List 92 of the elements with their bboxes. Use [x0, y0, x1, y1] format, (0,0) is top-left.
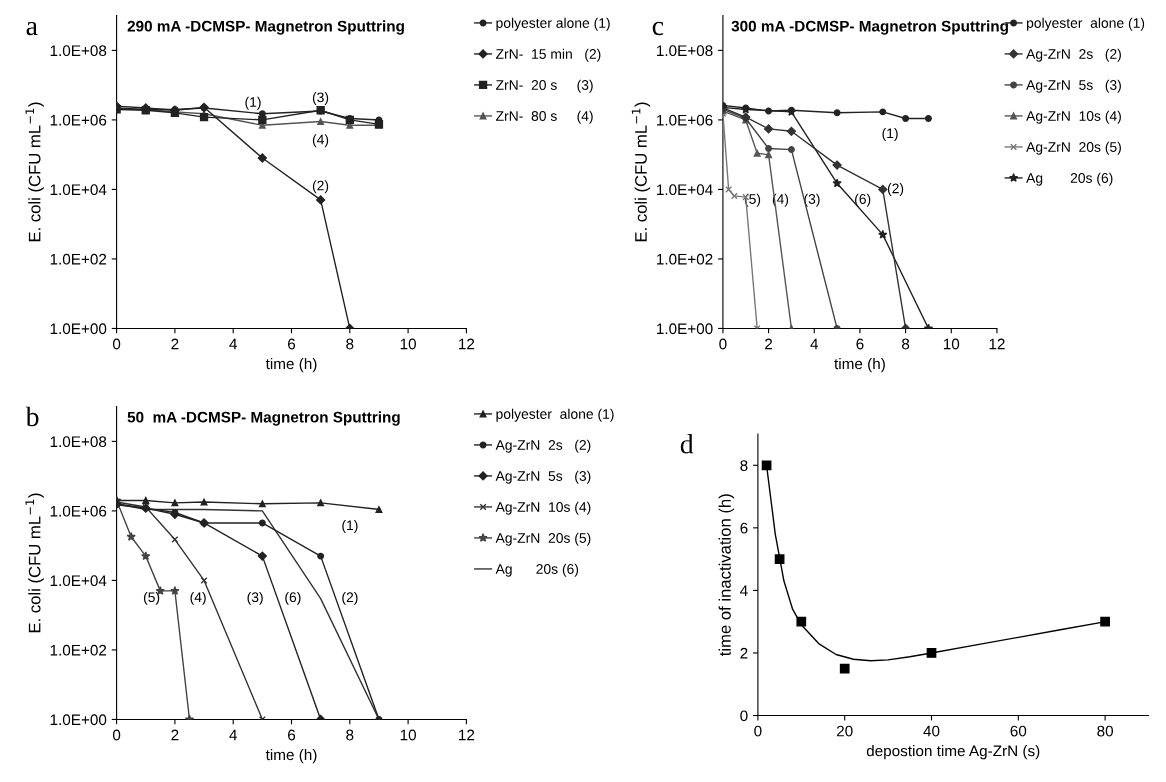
y-tick-label: 1.0E+08: [50, 45, 107, 57]
x-tick-label: 10: [400, 729, 416, 741]
annotation: (4): [772, 193, 789, 207]
x-axis-title: time (h): [265, 748, 317, 764]
y-tick-label: 1.0E+04: [50, 575, 107, 587]
x-tick-label: 0: [112, 338, 121, 350]
x-tick-label: 12: [459, 338, 475, 350]
y-tick-label: 1.0E+04: [657, 184, 713, 196]
legend-label: Ag 20s (6): [495, 563, 579, 577]
legend-label: Ag-ZrN 2s (2): [495, 439, 591, 453]
annotation: (4): [190, 591, 206, 605]
y-axis-title: E. coli (CFU mL$^{−1}$): [631, 102, 651, 242]
y-tick-label: 2: [740, 647, 748, 659]
y-tick-label: 6: [740, 522, 748, 534]
legend-label: Ag-ZrN 20s (5): [1026, 141, 1121, 155]
annotation: (3): [247, 591, 263, 605]
annotation: (1): [882, 128, 898, 141]
y-axis-title: E. coli (CFU mL$^{−1}$): [25, 493, 44, 633]
x-tick-label: 6: [856, 338, 864, 350]
x-tick-label: 6: [288, 338, 296, 350]
x-tick-label: 80: [1097, 725, 1114, 737]
y-tick-label: 1.0E+08: [657, 45, 713, 57]
chart-title: 300 mA -DCMSP- Magnetron Sputtring: [731, 20, 1008, 35]
x-axis-title: depostion time Ag-ZrN (s): [866, 745, 1040, 760]
x-tick-label: 2: [765, 338, 773, 350]
annotation: (6): [855, 193, 871, 207]
legend-label: Ag-ZrN 5s (3): [495, 470, 591, 484]
y-tick-label: 1.0E+06: [50, 114, 107, 126]
x-tick-label: 8: [346, 729, 354, 741]
x-tick-label: 4: [229, 338, 237, 350]
text: d: [680, 434, 694, 454]
legend-label: ZrN- 80 s (4): [496, 110, 593, 124]
legend-label: polyester alone (1): [1026, 17, 1145, 31]
annotation: (6): [285, 591, 301, 605]
annotation: (3): [804, 193, 820, 207]
annotation: (1): [342, 519, 358, 533]
annotation: (2): [887, 183, 904, 197]
x-tick-label: 2: [171, 338, 179, 350]
x-tick-label: 2: [171, 729, 179, 741]
legend-label: Ag-ZrN 10s (4): [495, 501, 591, 515]
annotation: (5): [143, 591, 160, 605]
y-axis-title: E. coli (CFU mL$^{−1}$): [25, 102, 44, 242]
annotation: (2): [312, 180, 329, 194]
annotation: (3): [312, 92, 329, 105]
x-tick-label: 8: [902, 338, 910, 350]
y-tick-label: 8: [740, 460, 748, 471]
text: b: [25, 406, 39, 427]
annotation: (1): [245, 96, 261, 110]
x-tick-label: 0: [112, 729, 121, 741]
x-tick-label: 10: [400, 338, 416, 350]
x-tick-label: 0: [754, 725, 762, 737]
y-tick-label: 4: [740, 585, 748, 596]
x-tick-label: 20: [836, 725, 853, 737]
y-tick-label: 1.0E+00: [50, 714, 107, 726]
legend-label: Ag-ZrN 5s (3): [1026, 79, 1121, 93]
text: c: [652, 21, 664, 36]
legend-label: Ag-ZrN 2s (2): [1026, 48, 1121, 62]
y-tick-label: 1.0E+02: [50, 253, 107, 265]
legend-label: polyester alone (1): [496, 17, 610, 31]
chart-title: 290 mA -DCMSP- Magnetron Sputtring: [127, 20, 404, 35]
x-tick-label: 8: [346, 338, 354, 350]
legend-label: Ag-ZrN 20s (5): [495, 532, 591, 546]
x-tick-label: 40: [923, 725, 940, 737]
y-tick-label: 0: [740, 710, 748, 722]
x-tick-label: 6: [288, 729, 296, 741]
x-axis-title: time (h): [834, 357, 885, 373]
x-tick-label: 10: [943, 338, 960, 350]
y-tick-label: 1.0E+08: [50, 436, 107, 448]
text: a: [26, 21, 38, 36]
y-tick-label: 1.0E+00: [657, 323, 713, 335]
y-tick-label: 1.0E+04: [50, 184, 107, 196]
annotation: (4): [312, 134, 329, 148]
legend-label: ZrN- 20 s (3): [496, 79, 593, 93]
chart-title: 50 mA -DCMSP- Magnetron Sputtring: [127, 411, 400, 426]
y-tick-label: 1.0E+02: [657, 253, 713, 265]
y-tick-label: 1.0E+02: [50, 644, 107, 656]
x-tick-label: 12: [459, 729, 475, 741]
y-tick-label: 1.0E+06: [657, 114, 713, 126]
legend-label: polyester alone (1): [496, 408, 614, 422]
legend-label: Ag 20s (6): [1026, 172, 1113, 186]
legend-label: Ag-ZrN 10s (4): [1026, 110, 1121, 124]
x-tick-label: 12: [989, 338, 1005, 350]
x-tick-label: 0: [719, 338, 727, 350]
y-tick-label: 1.0E+00: [50, 323, 107, 335]
y-axis-title: time of inactivation (h): [718, 494, 735, 657]
x-tick-label: 4: [229, 729, 237, 741]
x-axis-title: time (h): [265, 357, 317, 373]
x-tick-label: 4: [810, 338, 819, 350]
annotation: (2): [342, 591, 358, 605]
legend-label: ZrN- 15 min (2): [496, 48, 601, 62]
y-tick-label: 1.0E+06: [50, 505, 107, 517]
x-tick-label: 60: [1010, 725, 1027, 737]
